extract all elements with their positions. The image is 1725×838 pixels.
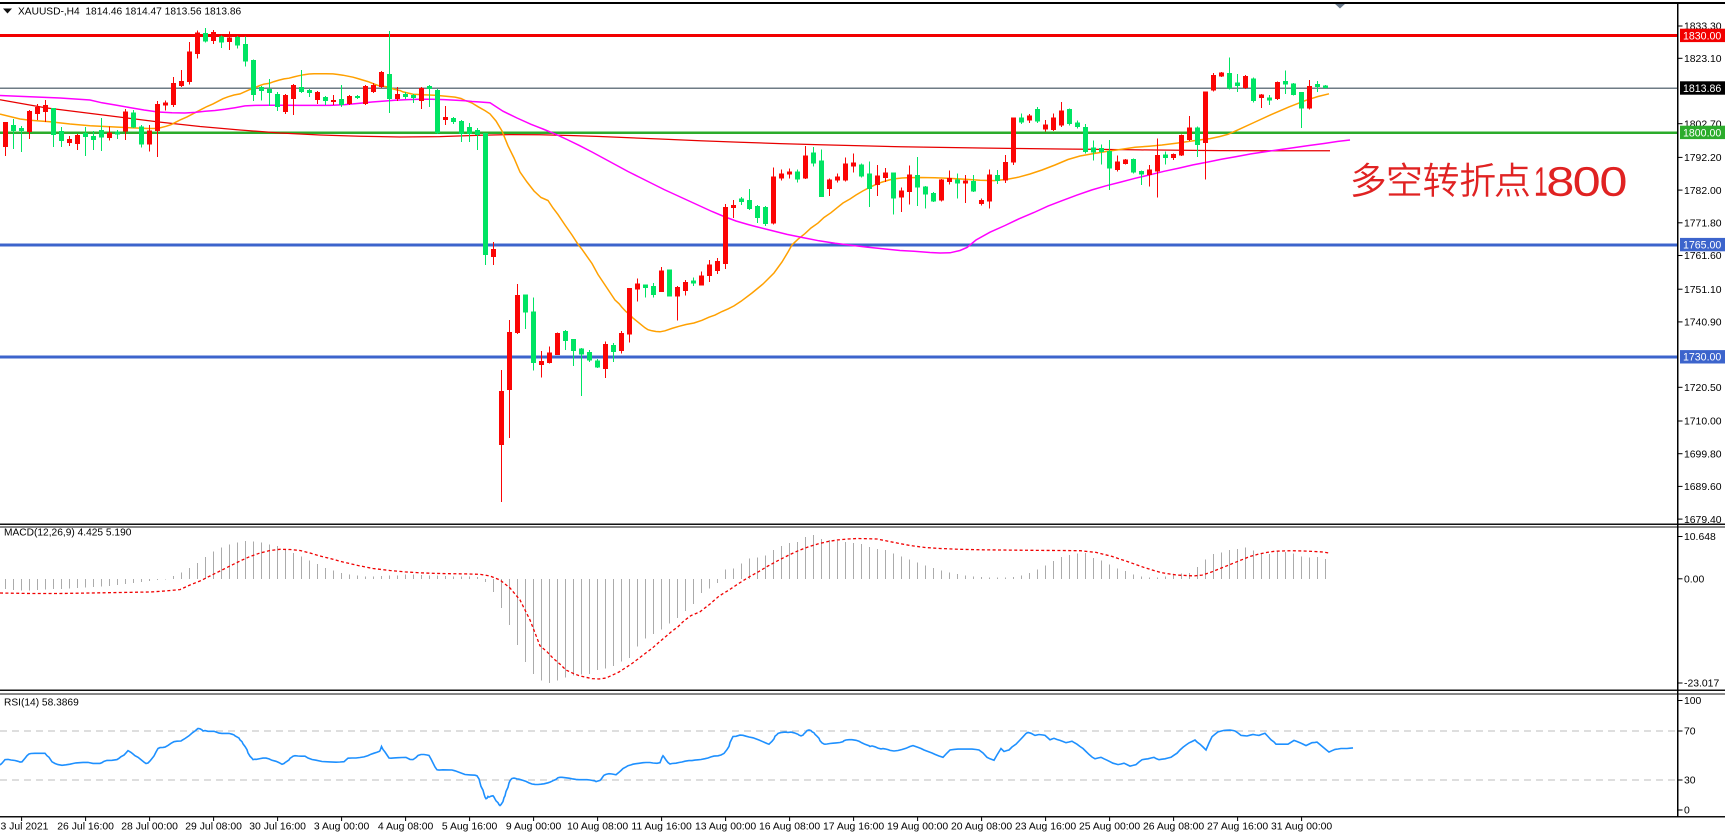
svg-text:1730.00: 1730.00 [1683,352,1721,364]
svg-text:1689.60: 1689.60 [1684,482,1722,493]
svg-text:30 Jul 16:00: 30 Jul 16:00 [249,822,306,833]
svg-text:20 Aug 08:00: 20 Aug 08:00 [951,822,1012,833]
svg-text:100: 100 [1684,696,1702,707]
svg-text:27 Aug 16:00: 27 Aug 16:00 [1207,822,1268,833]
svg-text:1833.30: 1833.30 [1684,22,1722,33]
svg-text:70: 70 [1684,727,1696,738]
svg-text:26 Aug 08:00: 26 Aug 08:00 [1143,822,1204,833]
svg-text:10 Aug 08:00: 10 Aug 08:00 [567,822,628,833]
svg-text:MACD(12,26,9) 4.425 5.190: MACD(12,26,9) 4.425 5.190 [4,528,132,539]
svg-text:XAUUSD-,H4 1814.46 1814.47 18: XAUUSD-,H4 1814.46 1814.47 1813.56 1813.… [18,7,241,18]
svg-text:1761.60: 1761.60 [1684,251,1722,262]
svg-text:29 Jul 08:00: 29 Jul 08:00 [185,822,242,833]
svg-text:5 Aug 16:00: 5 Aug 16:00 [442,822,498,833]
svg-text:13 Aug 00:00: 13 Aug 00:00 [695,822,756,833]
svg-text:1813.86: 1813.86 [1683,83,1721,95]
svg-text:1740.90: 1740.90 [1684,318,1722,329]
svg-text:23 Jul 2021: 23 Jul 2021 [0,822,49,833]
svg-text:1679.40: 1679.40 [1684,515,1722,526]
svg-text:1699.80: 1699.80 [1684,449,1722,460]
svg-text:16 Aug 08:00: 16 Aug 08:00 [759,822,820,833]
svg-text:1720.50: 1720.50 [1684,383,1722,394]
svg-text:1751.10: 1751.10 [1684,285,1722,296]
svg-text:11 Aug 16:00: 11 Aug 16:00 [631,822,692,833]
svg-text:1771.80: 1771.80 [1684,219,1722,230]
svg-text:0.00: 0.00 [1684,575,1704,586]
svg-text:9 Aug 00:00: 9 Aug 00:00 [506,822,562,833]
svg-text:1765.00: 1765.00 [1683,240,1721,252]
svg-text:3 Aug 00:00: 3 Aug 00:00 [314,822,370,833]
svg-text:26 Jul 16:00: 26 Jul 16:00 [57,822,114,833]
svg-text:1823.10: 1823.10 [1684,54,1722,65]
svg-text:1800.00: 1800.00 [1683,127,1721,139]
svg-text:1710.00: 1710.00 [1684,417,1722,428]
svg-text:17 Aug 16:00: 17 Aug 16:00 [823,822,884,833]
svg-text:0: 0 [1684,806,1690,817]
svg-text:1782.00: 1782.00 [1684,186,1722,197]
svg-text:-23.017: -23.017 [1684,679,1719,690]
svg-text:4 Aug 08:00: 4 Aug 08:00 [378,822,434,833]
svg-text:10.648: 10.648 [1684,532,1716,543]
svg-text:23 Aug 16:00: 23 Aug 16:00 [1015,822,1076,833]
svg-text:19 Aug 00:00: 19 Aug 00:00 [887,822,948,833]
svg-text:28 Jul 00:00: 28 Jul 00:00 [121,822,178,833]
svg-text:1830.00: 1830.00 [1683,30,1721,42]
svg-text:25 Aug 00:00: 25 Aug 00:00 [1079,822,1140,833]
svg-text:1802.70: 1802.70 [1684,119,1722,130]
svg-text:1792.20: 1792.20 [1684,153,1722,164]
svg-text:30: 30 [1684,776,1696,787]
svg-text:31 Aug 00:00: 31 Aug 00:00 [1271,822,1332,833]
svg-text:RSI(14) 58.3869: RSI(14) 58.3869 [4,698,79,709]
